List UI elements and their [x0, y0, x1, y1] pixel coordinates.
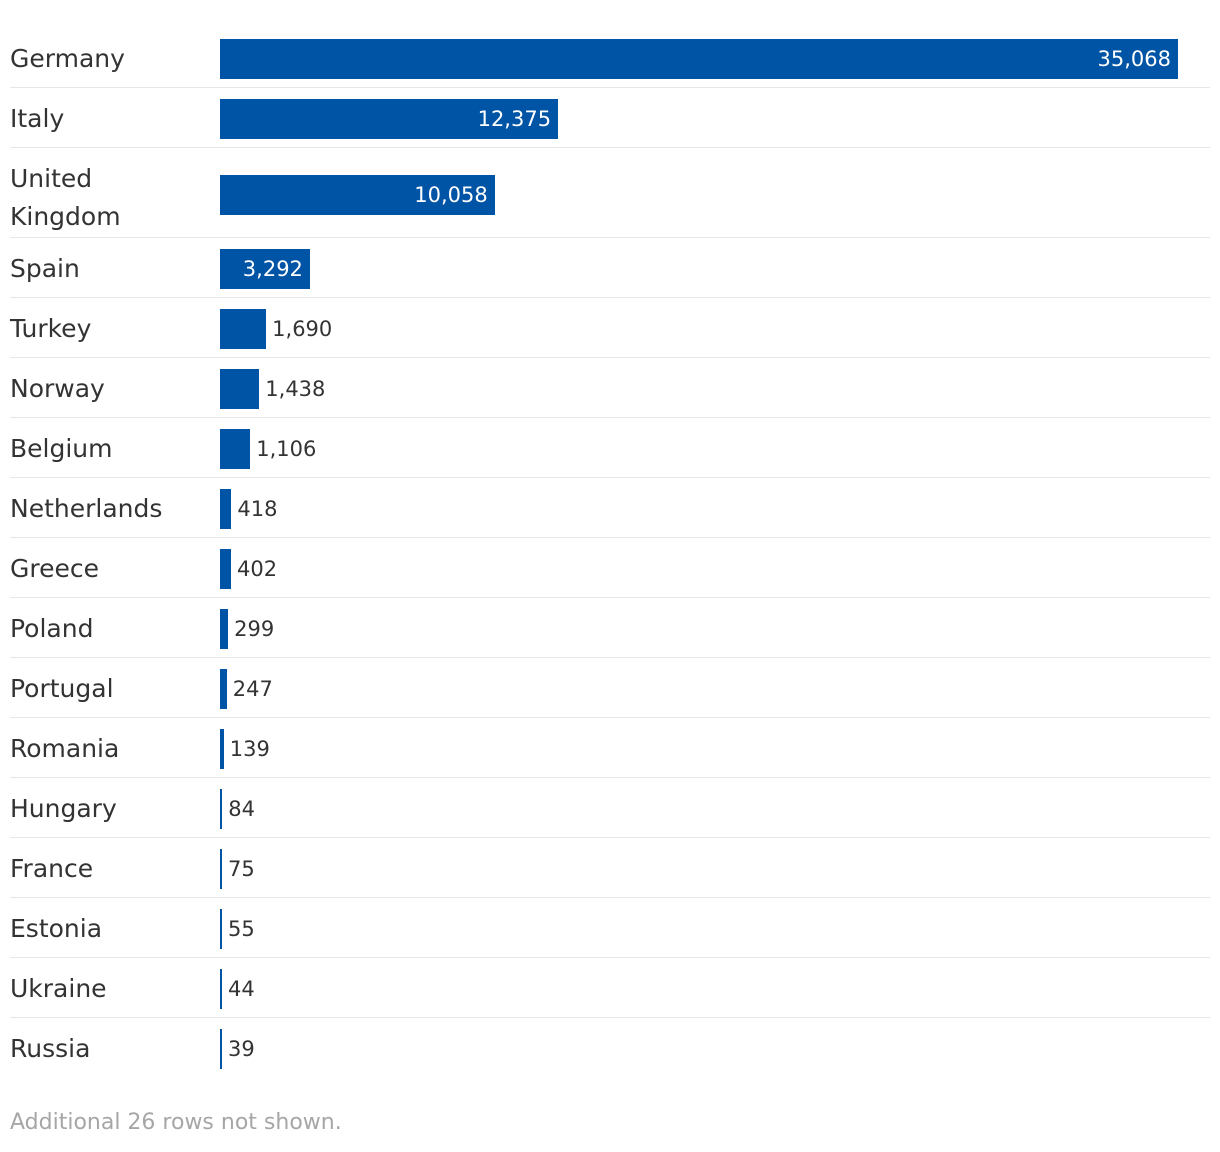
bar-row: Estonia 55: [10, 898, 1210, 958]
footnote: Additional 26 rows not shown.: [10, 1110, 342, 1135]
bar-row: Poland 299: [10, 598, 1210, 658]
bar-row: Belgium 1,106: [10, 418, 1210, 478]
data-label: 1,106: [256, 437, 317, 461]
category-label: Netherlands: [10, 494, 163, 523]
bar: [220, 249, 310, 289]
bar: [220, 175, 495, 215]
data-label: 1,690: [272, 317, 333, 341]
bar: [220, 369, 260, 409]
category-label: Italy: [10, 104, 65, 133]
bar-row: Italy 12,375: [10, 88, 1210, 148]
data-label: 299: [234, 617, 275, 641]
bar-row: United Kingdom 10,058: [10, 148, 1210, 238]
bar: [220, 669, 227, 709]
bar: [220, 549, 231, 589]
category-label: Spain: [10, 254, 80, 283]
bar-row: Russia 39: [10, 1018, 1210, 1077]
category-label: Estonia: [10, 914, 103, 943]
bar: [220, 729, 224, 769]
bar-row: Hungary 84: [10, 778, 1210, 838]
bar-row: Germany 35,068: [10, 28, 1210, 88]
category-label: United Kingdom: [10, 164, 121, 231]
bar: [220, 909, 222, 949]
category-label: Ukraine: [10, 974, 107, 1003]
bar: [220, 39, 1178, 79]
bar-row: Spain 3,292: [10, 238, 1210, 298]
category-label: Poland: [10, 614, 94, 643]
category-label: Portugal: [10, 674, 114, 703]
data-label: 84: [228, 797, 256, 821]
data-label: 1,438: [265, 377, 326, 401]
data-label: 35,068: [1097, 47, 1171, 71]
bar-row: Netherlands 418: [10, 478, 1210, 538]
data-label: 55: [228, 917, 255, 941]
bar-row: Turkey 1,690: [10, 298, 1210, 358]
data-label: 139: [229, 737, 270, 761]
data-label: 39: [228, 1037, 255, 1061]
category-label: Germany: [10, 44, 125, 73]
category-label: Greece: [10, 554, 99, 583]
bar: [220, 969, 222, 1009]
category-label: Hungary: [10, 794, 117, 823]
category-label: France: [10, 854, 94, 883]
data-label: 247: [232, 677, 273, 701]
bar: [220, 309, 267, 349]
data-label: 10,058: [414, 183, 488, 207]
data-label: 75: [228, 857, 255, 881]
data-label: 3,292: [242, 257, 303, 281]
bar: [220, 849, 223, 889]
category-label: Romania: [10, 734, 120, 763]
bar: [220, 609, 229, 649]
bar-row: France 75: [10, 838, 1210, 898]
bar: [220, 99, 559, 139]
category-label: Belgium: [10, 434, 113, 463]
bar: [220, 789, 223, 829]
data-label: 12,375: [477, 107, 552, 131]
category-label: Russia: [10, 1034, 91, 1063]
bar: [220, 1029, 222, 1069]
data-label: 418: [237, 497, 278, 521]
bar-row: Romania 139: [10, 718, 1210, 778]
bar-row: Norway 1,438: [10, 358, 1210, 418]
bar: [220, 489, 232, 529]
category-label: Turkey: [10, 314, 92, 343]
data-label: 402: [236, 557, 278, 581]
bar-row: Portugal 247: [10, 658, 1210, 718]
category-label: Norway: [10, 374, 105, 403]
bar: [220, 429, 251, 469]
bar-row: Ukraine 44: [10, 958, 1210, 1018]
bar-row: Greece 402: [10, 538, 1210, 598]
data-label: 44: [228, 977, 255, 1001]
